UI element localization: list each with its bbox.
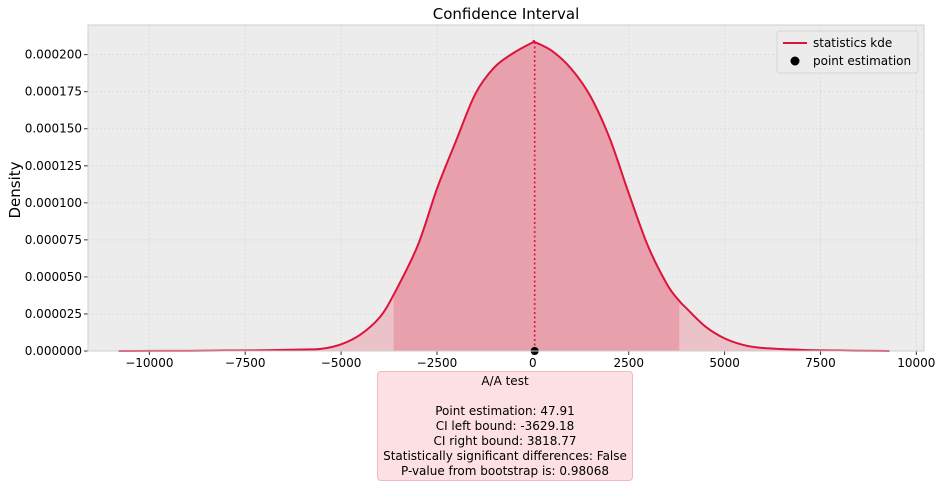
x-tick-label: −10000 — [125, 356, 173, 370]
summary-title: A/A test — [481, 374, 529, 388]
kde-chart: −10000 −7500 −5000 −2500 0 2500 5000 7500 10000 … — [6, 5, 935, 370]
legend: statistics kde point estimation — [776, 30, 919, 74]
legend-marker-swatch — [790, 56, 800, 66]
y-tick-label: 0.000050 — [25, 270, 82, 284]
summary-ci-right: CI right bound: 3818.77 — [433, 434, 577, 448]
summary-spacer — [378, 389, 632, 404]
y-tick-label: 0.000075 — [25, 233, 82, 247]
summary-p-value: P-value from bootstrap is: 0.98068 — [400, 464, 610, 478]
legend-box — [776, 30, 919, 74]
legend-label-point: point estimation — [813, 54, 911, 68]
legend-label-kde: statistics kde — [813, 36, 892, 50]
chart-title: Confidence Interval — [433, 5, 580, 23]
x-tick-label: 2500 — [613, 356, 644, 370]
x-tick-label: 0 — [529, 356, 537, 370]
y-axis-ticks: 0.000000 0.000025 0.000050 0.000075 0.000100… — [25, 48, 88, 358]
y-tick-label: 0.000175 — [25, 85, 82, 99]
x-tick-label: −2500 — [417, 356, 458, 370]
summary-box: A/A test Point estimation: 47.91 CI left… — [377, 371, 633, 481]
x-tick-label: 7500 — [805, 356, 836, 370]
x-tick-label: 5000 — [709, 356, 740, 370]
x-tick-label: 10000 — [897, 356, 935, 370]
summary-significance: Statistically significant differences: F… — [383, 449, 627, 463]
summary-ci-left: CI left bound: -3629.18 — [435, 419, 575, 433]
y-tick-label: 0.000150 — [25, 122, 82, 136]
x-axis-ticks: −10000 −7500 −5000 −2500 0 2500 5000 7500 10000 — [125, 351, 935, 370]
y-tick-label: 0.000100 — [25, 196, 82, 210]
y-tick-label: 0.000200 — [25, 48, 82, 62]
summary-point-estimation: Point estimation: 47.91 — [435, 404, 575, 418]
x-tick-label: −5000 — [321, 356, 362, 370]
plot-frame — [87, 24, 925, 352]
kde-line — [118, 39, 890, 352]
y-tick-label: 0.000025 — [25, 307, 82, 321]
y-tick-label: 0.000000 — [25, 344, 82, 358]
y-axis-label: Density — [6, 161, 24, 218]
x-tick-label: −7500 — [225, 356, 266, 370]
y-tick-label: 0.000125 — [25, 159, 82, 173]
